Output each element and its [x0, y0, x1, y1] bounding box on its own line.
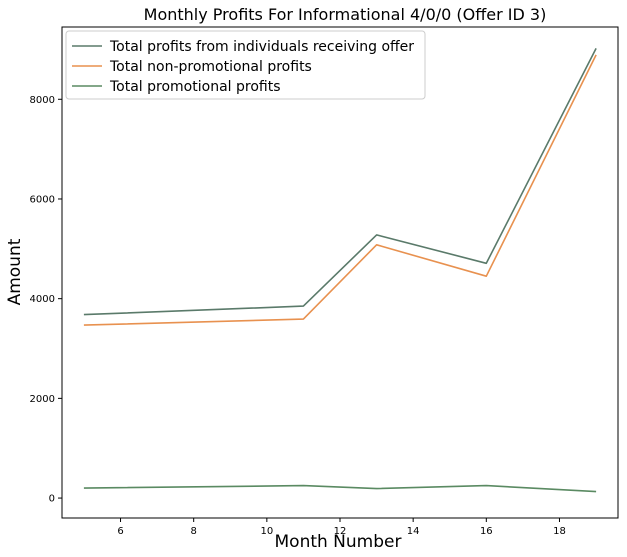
series-line-1	[83, 48, 597, 316]
plot-area	[61, 26, 619, 519]
x-tick-label: 6	[117, 526, 123, 537]
chart-title: Monthly Profits For Informational 4/0/0 …	[144, 5, 547, 24]
y-axis-label: Amount	[5, 238, 25, 305]
x-tick-label: 14	[407, 526, 420, 537]
x-tick-label: 12	[334, 526, 347, 537]
series-lines	[83, 48, 597, 493]
legend-label-2: Total non-promotional profits	[109, 59, 312, 75]
x-axis-label: Month Number	[275, 532, 402, 552]
x-tick-label: 18	[553, 526, 566, 537]
x-axis: 6 8 10 12 14 16 18	[117, 518, 566, 537]
legend-label-1: Total profits from individuals receiving…	[109, 39, 414, 55]
y-tick-label: 0	[49, 494, 55, 505]
y-tick-label: 6000	[30, 194, 55, 205]
series-line-3	[83, 484, 597, 493]
x-tick-label: 16	[480, 526, 493, 537]
series-line-2	[83, 54, 597, 326]
x-tick-label: 8	[190, 526, 196, 537]
y-tick-label: 8000	[30, 95, 55, 106]
legend: Total profits from individuals receiving…	[65, 30, 426, 100]
legend-label-3: Total promotional profits	[109, 79, 281, 95]
y-tick-label: 2000	[30, 394, 55, 405]
legend-frame	[65, 30, 426, 100]
y-axis: 0 2000 4000 6000 8000	[30, 95, 62, 505]
y-tick-label: 4000	[30, 294, 55, 305]
x-tick-label: 10	[260, 526, 273, 537]
